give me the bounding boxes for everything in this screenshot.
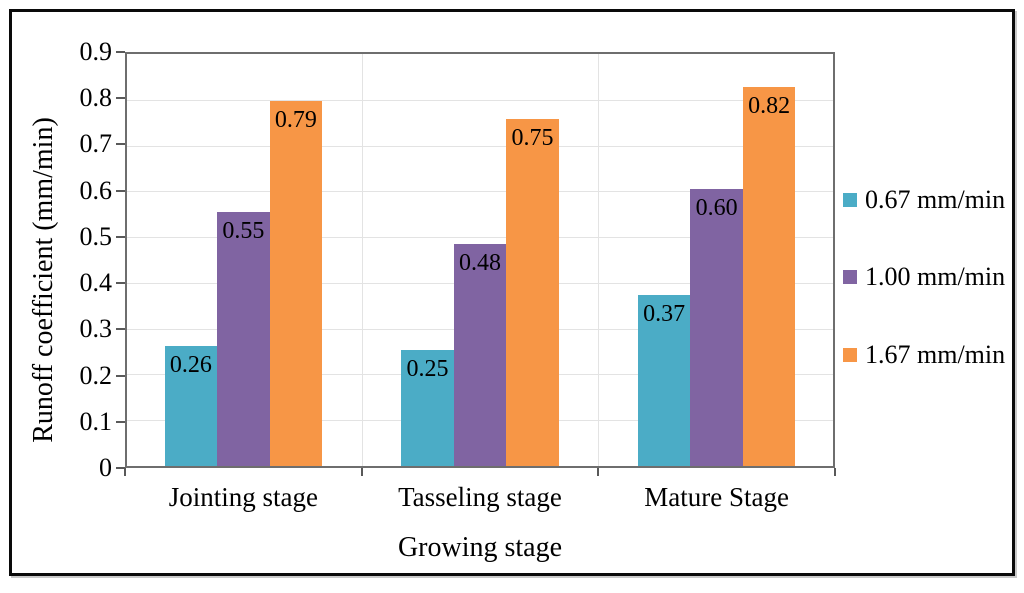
legend-item: 1.00 mm/min: [843, 263, 1005, 291]
y-axis-tick: [116, 235, 125, 238]
y-axis-tick: [116, 143, 125, 146]
y-tick-label: 0: [99, 453, 112, 482]
gridline-vertical: [597, 54, 599, 466]
category-label: Tasseling stage: [398, 482, 562, 512]
bar: 0.60: [690, 188, 743, 466]
x-axis-tick: [597, 468, 600, 476]
y-axis-tick: [116, 282, 125, 285]
category-label: Jointing stage: [168, 482, 318, 512]
bar-value-label: 0.26: [169, 351, 212, 378]
bar: 0.37: [637, 294, 691, 466]
y-axis-tick: [116, 328, 125, 331]
x-axis-tick: [124, 468, 126, 476]
y-axis-tick: [116, 51, 125, 53]
legend-swatch: [843, 270, 857, 284]
y-tick-label: 0.5: [79, 221, 113, 251]
legend-label: 1.00 mm/min: [865, 262, 1006, 291]
gridline-horizontal: [127, 237, 833, 239]
bar-value-label: 0.79: [274, 106, 317, 133]
bar: 0.75: [506, 119, 559, 466]
y-tick-label: 0.8: [79, 83, 113, 113]
y-tick-label: 0.9: [79, 37, 113, 66]
y-axis-tick: [116, 420, 125, 423]
y-tick-label: 0.7: [79, 129, 113, 159]
y-tick-label: 0.1: [79, 406, 113, 436]
x-axis-tick: [360, 468, 363, 476]
gridline-horizontal: [127, 191, 833, 193]
bar: 0.79: [269, 100, 323, 466]
legend-swatch: [843, 193, 857, 207]
figure-border: [9, 9, 1015, 576]
bar-value-label: 0.37: [643, 300, 686, 327]
legend-swatch: [843, 348, 857, 362]
bar: 0.82: [742, 86, 796, 466]
y-axis-tick: [116, 467, 125, 469]
legend-label: 0.67 mm/min: [865, 185, 1006, 214]
y-tick-label: 0.6: [79, 175, 113, 205]
gridline-vertical: [362, 54, 364, 466]
y-tick-label: 0.2: [79, 360, 113, 390]
y-tick-label: 0.4: [79, 268, 113, 298]
bar-value-label: 0.82: [748, 92, 791, 119]
y-axis-tick: [116, 189, 125, 192]
plot-area: 0.26 0.55 0.79 0.25 0.48 0.75 0.37 0.60 0.82: [125, 52, 835, 468]
x-axis-title: Growing stage: [397, 532, 563, 563]
bar-value-label: 0.55: [222, 217, 265, 244]
gridline-horizontal: [127, 99, 833, 101]
y-axis-tick: [116, 374, 125, 377]
legend-item: 1.67 mm/min: [843, 341, 1005, 369]
bar: 0.48: [453, 244, 507, 466]
bar-value-label: 0.48: [459, 250, 501, 277]
bar-value-label: 0.75: [511, 125, 554, 152]
category-label: Mature Stage: [644, 482, 789, 512]
bar: 0.25: [401, 350, 454, 466]
x-axis-tick: [834, 468, 836, 476]
bar: 0.26: [164, 345, 218, 466]
bar-value-label: 0.25: [406, 356, 449, 383]
y-tick-label: 0.3: [79, 314, 113, 344]
legend-label: 1.67 mm/min: [865, 340, 1006, 369]
bar-value-label: 0.60: [695, 194, 738, 221]
gridline-horizontal: [127, 145, 833, 147]
bar: 0.55: [217, 211, 270, 466]
y-axis-tick: [116, 97, 125, 100]
legend-item: 0.67 mm/min: [843, 186, 1005, 214]
